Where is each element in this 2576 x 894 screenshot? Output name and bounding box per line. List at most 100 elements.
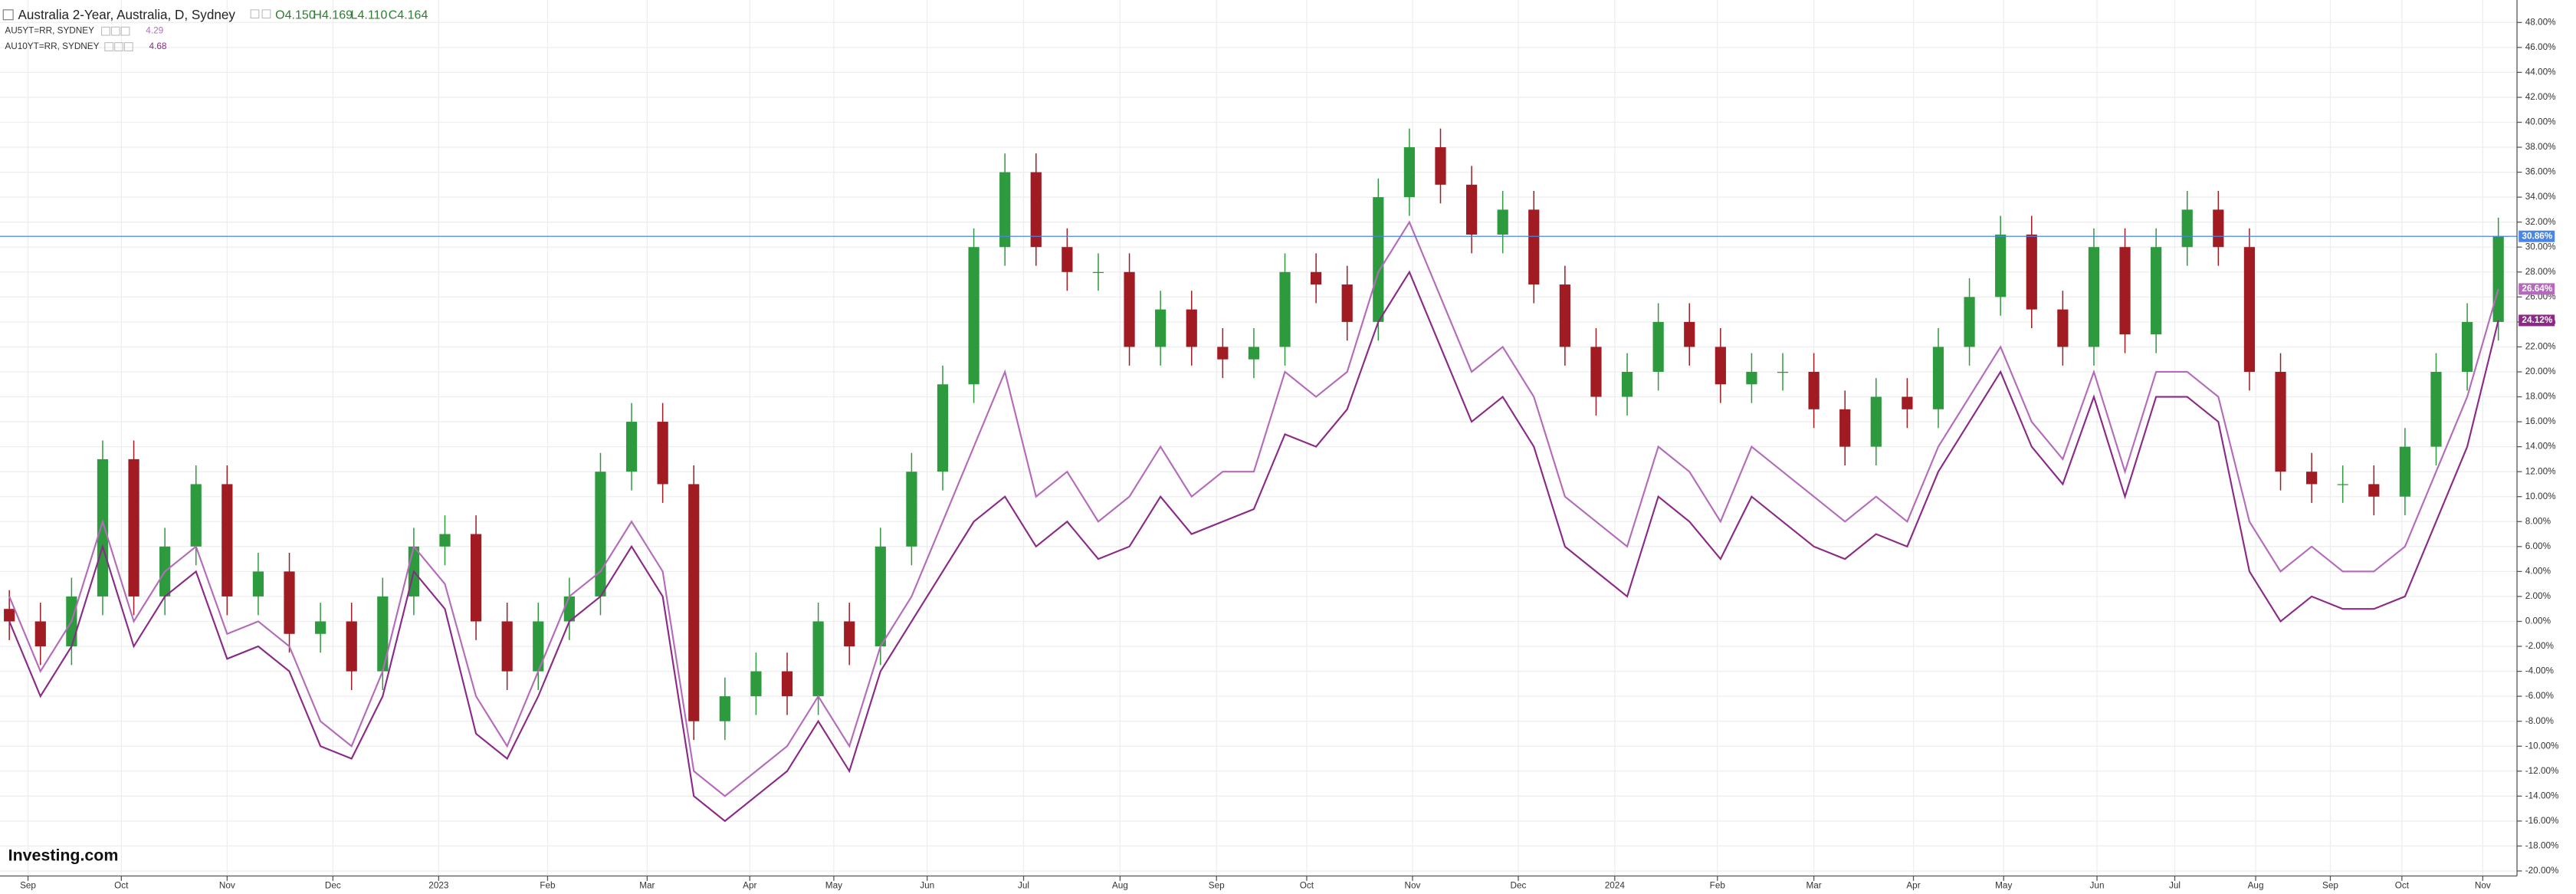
candle-body <box>1839 409 1851 447</box>
candle-body <box>501 621 513 672</box>
y-tick-label: 0.00% <box>2525 616 2551 626</box>
candle-body <box>1808 371 1820 409</box>
legend-value: 4.29 <box>146 26 163 36</box>
candle-body <box>2461 321 2473 372</box>
settings-icon[interactable] <box>261 9 271 19</box>
candle-body <box>968 247 980 385</box>
chart-title: Australia 2-Year, Australia, D, Sydney <box>18 8 236 22</box>
legend-icon[interactable] <box>123 42 133 51</box>
candle-body <box>999 172 1011 248</box>
x-tick-label: Jun <box>2090 880 2105 890</box>
x-tick-label: Feb <box>540 880 556 890</box>
y-tick-label: 14.00% <box>2525 442 2556 452</box>
legend-label: AU5YT=RR, SYDNEY <box>5 26 94 36</box>
y-tick-label: 10.00% <box>2525 491 2556 501</box>
candle-body <box>1528 209 1540 285</box>
y-tick-label: 30.00% <box>2525 242 2556 251</box>
candle-body <box>1341 284 1353 322</box>
candle-body <box>625 422 638 472</box>
y-tick-label: -14.00% <box>2525 790 2559 800</box>
candle-body <box>657 422 668 485</box>
x-tick-label: Oct <box>114 880 129 890</box>
candle-body <box>2243 247 2256 372</box>
candle-body <box>1777 371 1789 373</box>
x-tick-label: Mar <box>639 880 655 890</box>
legend-icon[interactable] <box>101 26 110 36</box>
y-tick-label: -10.00% <box>2525 741 2559 751</box>
x-tick-label: Apr <box>743 880 756 890</box>
candle-body <box>719 696 730 721</box>
candle-body <box>1124 271 1135 347</box>
candle-body <box>1995 234 2007 297</box>
legend-icon[interactable] <box>114 42 123 51</box>
x-tick-label: Oct <box>2395 880 2410 890</box>
x-tick-label: Aug <box>1112 880 1128 890</box>
last-value-badge <box>2519 283 2555 295</box>
candle-body <box>1373 197 1384 322</box>
candle-body <box>315 621 327 634</box>
candle-body <box>1621 371 1633 397</box>
collapse-icon[interactable] <box>2 9 14 21</box>
candle-body <box>1279 271 1291 347</box>
candle-body <box>750 671 762 697</box>
candle-body <box>128 459 139 597</box>
candle-body <box>1497 209 1508 235</box>
candle-body <box>1435 147 1446 185</box>
candle-body <box>2492 236 2504 322</box>
y-tick-label: 22.00% <box>2525 342 2556 352</box>
candle-body <box>2275 371 2286 472</box>
candle-body <box>1932 347 1944 409</box>
candle-body <box>1030 172 1042 248</box>
candle-body <box>2368 484 2380 497</box>
legend-icon[interactable] <box>120 26 130 36</box>
x-tick-label: Feb <box>1710 880 1726 890</box>
y-tick-label: 44.00% <box>2525 67 2556 77</box>
candle-body <box>875 546 886 647</box>
x-tick-label: May <box>825 880 842 890</box>
candle-body <box>2151 247 2162 335</box>
x-tick-label: Jul <box>2169 880 2181 890</box>
y-tick-label: 36.00% <box>2525 167 2556 177</box>
y-tick-label: 40.00% <box>2525 117 2556 127</box>
candle-body <box>346 621 357 672</box>
candle-body <box>470 534 482 622</box>
y-tick-label: -4.00% <box>2525 666 2555 676</box>
y-tick-label: -12.00% <box>2525 766 2559 776</box>
candle-body <box>1684 321 1695 347</box>
y-tick-label: -18.00% <box>2525 841 2559 851</box>
settings-icon[interactable] <box>250 9 260 19</box>
candle-body <box>688 484 700 721</box>
candle-body <box>1652 321 1664 372</box>
x-tick-label: Mar <box>1806 880 1821 890</box>
x-tick-label: Nov <box>219 880 235 890</box>
y-tick-label: -8.00% <box>2525 716 2555 726</box>
candle-body <box>2181 209 2193 248</box>
candle-body <box>1311 271 1322 285</box>
candle-body <box>595 472 606 597</box>
candle-body <box>1902 396 1913 409</box>
legend-icon[interactable] <box>104 42 114 51</box>
candle-body <box>2213 209 2224 248</box>
ohlc-value: C4.164 <box>389 8 428 22</box>
y-tick-label: 4.00% <box>2525 566 2551 576</box>
candle-body <box>2306 472 2318 485</box>
x-tick-label: Jul <box>1018 880 1029 890</box>
candle-body <box>2337 484 2348 485</box>
candle-body <box>1465 184 1478 235</box>
legend-icon[interactable] <box>110 26 120 36</box>
x-tick-label: Dec <box>1511 880 1527 890</box>
legend-value: 4.68 <box>149 41 167 51</box>
y-tick-label: 2.00% <box>2525 591 2551 601</box>
y-tick-label: -6.00% <box>2525 691 2555 701</box>
y-tick-label: -2.00% <box>2525 641 2555 651</box>
x-tick-label: Sep <box>20 880 36 890</box>
candle-body <box>1155 309 1167 347</box>
candle-body <box>1746 371 1757 385</box>
y-tick-label: 42.00% <box>2525 92 2556 102</box>
candle-body <box>533 621 544 672</box>
candle-body <box>252 571 264 597</box>
x-tick-label: 2023 <box>428 880 449 890</box>
y-tick-label: 34.00% <box>2525 192 2556 202</box>
